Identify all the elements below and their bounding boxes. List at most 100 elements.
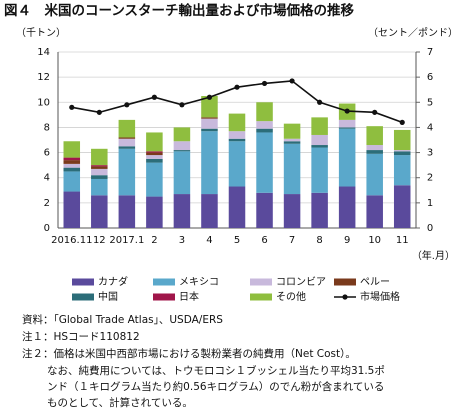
note: 注２：価格は米国中西部市場における製粉業者の純費用（Net Cost）。 (22, 347, 356, 360)
bar-segment (256, 132, 273, 193)
x-tick-label: 2017.1 (109, 235, 144, 246)
y2-tick-label: 2 (427, 173, 433, 184)
bar-segment (311, 145, 328, 148)
bar-segment (118, 195, 136, 228)
bar-segment (393, 150, 411, 152)
bar-segment (91, 175, 108, 179)
bar-segment (338, 128, 356, 187)
bar-segment (201, 118, 218, 129)
y-tick-label: 4 (44, 173, 50, 184)
bar-segment (91, 165, 108, 167)
price-point (124, 102, 130, 108)
bar-segment (311, 147, 328, 193)
price-point (317, 99, 323, 105)
x-tick-label: 3 (179, 235, 185, 246)
bar-segment (366, 145, 383, 151)
y-tick-label: 0 (44, 223, 50, 234)
bar-segment (201, 194, 218, 228)
x-tick-label: 9 (344, 235, 350, 246)
bar-segment (393, 129, 411, 151)
y2-tick-label: 1 (427, 198, 433, 209)
price-point (179, 102, 185, 108)
y2-tick-label: 6 (427, 72, 433, 83)
bar-segment (91, 168, 108, 176)
x-tick-label: 6 (261, 235, 267, 246)
chart-title: 図４ 米国のコーンスターチ輸出量および市場価格の推移 (4, 2, 355, 19)
bar-segment (173, 141, 191, 151)
legend-swatch (153, 293, 175, 301)
bar-segment (173, 151, 191, 195)
bar-segment (256, 102, 273, 122)
bar-segment (256, 121, 273, 129)
bar-segment (63, 141, 81, 158)
price-point (206, 94, 213, 100)
bar-segment (256, 192, 273, 228)
bar-segment (338, 186, 356, 228)
bar-segment (118, 137, 136, 139)
bar-segment (146, 162, 163, 197)
bar-segment (393, 185, 411, 228)
bar-segment (63, 191, 81, 228)
price-point (69, 104, 75, 110)
x-tick-label: 8 (316, 235, 322, 246)
price-point (261, 80, 268, 87)
y-tick-label: 10 (37, 97, 50, 108)
bar-segment (366, 195, 383, 228)
legend-swatch (153, 278, 175, 286)
x-tick-label: 11 (396, 235, 409, 246)
legend-swatch (250, 293, 272, 301)
y2-tick-label: 0 (427, 223, 433, 234)
bar-segment (366, 153, 383, 196)
price-point (96, 109, 102, 115)
bar-segment (63, 163, 81, 168)
y2-tick-label: 7 (427, 47, 433, 58)
bar-segment (393, 155, 411, 186)
bar-segment (311, 134, 328, 146)
price-point (234, 84, 240, 90)
legend-label: 市場価格 (360, 290, 400, 303)
bar-segment (283, 143, 301, 195)
bar-segment (201, 96, 218, 118)
y-tick-label: 8 (44, 122, 50, 133)
bar-segment (366, 126, 383, 146)
x-tick-label: 2016.11 (51, 235, 92, 246)
bar-segment (63, 167, 81, 172)
bar-segment (118, 119, 136, 138)
x-tick-label: 5 (234, 235, 240, 246)
bar-segment (201, 117, 218, 119)
legend-label: その他 (276, 290, 306, 303)
bar-segment (201, 131, 218, 195)
legend-swatch (72, 293, 94, 301)
bar-segment (311, 117, 328, 135)
bar-segment (91, 166, 108, 169)
legend-label: カナダ (98, 275, 128, 288)
bar-segment (228, 131, 246, 139)
bar-segment (91, 178, 108, 196)
bar-segment (256, 128, 273, 133)
bar-segment (228, 141, 246, 187)
price-point (399, 119, 405, 125)
x-tick-label: 2 (151, 235, 157, 246)
x-tick-label: 4 (206, 235, 212, 246)
legend-label: 中国 (98, 290, 118, 303)
price-point (151, 94, 157, 100)
bar-segment (146, 132, 163, 152)
bar-segment (91, 195, 108, 228)
bar-segment (311, 192, 328, 228)
bar-segment (63, 171, 81, 192)
bar-segment (173, 194, 191, 228)
y-tick-label: 14 (37, 47, 50, 58)
bar-segment (283, 194, 301, 228)
y2-tick-label: 5 (427, 97, 433, 108)
bar-segment (173, 150, 191, 152)
bar-segment (146, 196, 163, 228)
bar-segment (228, 186, 246, 228)
bar-segment (338, 127, 356, 129)
bar-segment (118, 138, 136, 147)
legend-label: コロンビア (276, 276, 326, 288)
y-tick-label: 6 (44, 148, 50, 159)
bar-segment (118, 146, 136, 149)
x-tick-label: 10 (368, 235, 381, 246)
bar-segment (146, 155, 163, 159)
